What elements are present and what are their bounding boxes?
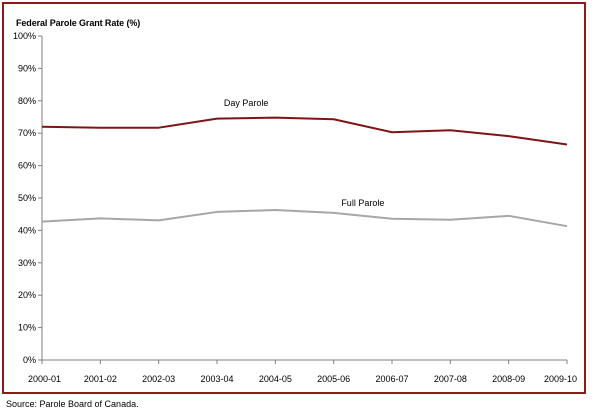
y-tick-label: 0% bbox=[23, 355, 36, 365]
series-label-full-parole: Full Parole bbox=[341, 198, 384, 208]
x-tick-label: 2004-05 bbox=[259, 374, 292, 384]
x-tick-label: 2005-06 bbox=[317, 374, 350, 384]
x-tick-label: 2009-10 bbox=[544, 374, 577, 384]
y-tick-label: 20% bbox=[18, 290, 36, 300]
y-tick-label: 50% bbox=[18, 193, 36, 203]
y-tick-label: 10% bbox=[18, 323, 36, 333]
x-tick-label: 2007-08 bbox=[434, 374, 467, 384]
y-tick-label: 60% bbox=[18, 161, 36, 171]
y-tick-label: 70% bbox=[18, 128, 36, 138]
chart-title: Federal Parole Grant Rate (%) bbox=[16, 18, 141, 28]
series-label-day-parole: Day Parole bbox=[224, 98, 269, 108]
series-line-full-parole bbox=[41, 208, 568, 228]
x-tick-label: 2000-01 bbox=[28, 374, 61, 384]
series-line-day-parole bbox=[41, 116, 568, 146]
x-tick-label: 2001-02 bbox=[84, 374, 117, 384]
y-tick-label: 90% bbox=[18, 63, 36, 73]
chart-frame: Federal Parole Grant Rate (%) bbox=[2, 2, 586, 394]
y-tick-label: 80% bbox=[18, 96, 36, 106]
x-tick-label: 2003-04 bbox=[200, 374, 233, 384]
y-tick-label: 40% bbox=[18, 225, 36, 235]
x-tick-label: 2008-09 bbox=[492, 374, 525, 384]
x-tick-label: 2002-03 bbox=[142, 374, 175, 384]
x-tick-label: 2006-07 bbox=[375, 374, 408, 384]
y-tick-label: 30% bbox=[18, 258, 36, 268]
y-tick-label: 100% bbox=[13, 31, 36, 41]
source-note: Source: Parole Board of Canada. bbox=[6, 399, 139, 409]
